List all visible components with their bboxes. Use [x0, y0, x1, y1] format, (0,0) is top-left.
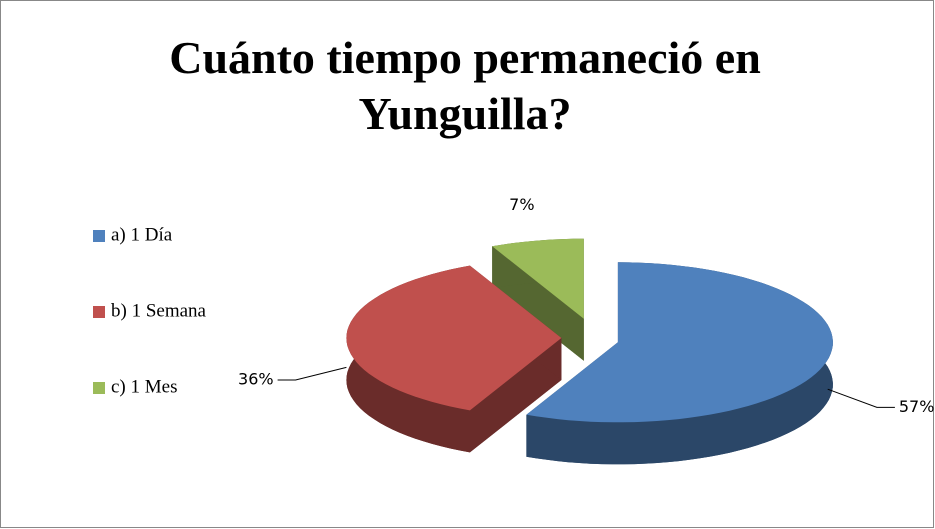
legend-swatch [93, 306, 105, 318]
pie-slice [526, 262, 833, 465]
legend-label: a) 1 Día [111, 224, 173, 245]
slice-top [526, 262, 833, 423]
legend-swatch [93, 230, 105, 242]
legend-swatch [93, 382, 105, 394]
chart-title: Cuánto tiempo permaneció en Yunguilla? [169, 32, 761, 139]
slice-side [469, 338, 562, 453]
slice-top [492, 238, 584, 319]
slice-top [346, 265, 562, 411]
legend-label: b) 1 Semana [111, 300, 207, 321]
data-label: 36% [238, 370, 274, 389]
data-label: 57% [899, 397, 935, 416]
pie-slice [346, 265, 562, 453]
data-label: 7% [509, 195, 534, 214]
legend-label: c) 1 Mes [111, 376, 177, 397]
leader-line [277, 366, 347, 381]
leader-line [827, 388, 895, 408]
